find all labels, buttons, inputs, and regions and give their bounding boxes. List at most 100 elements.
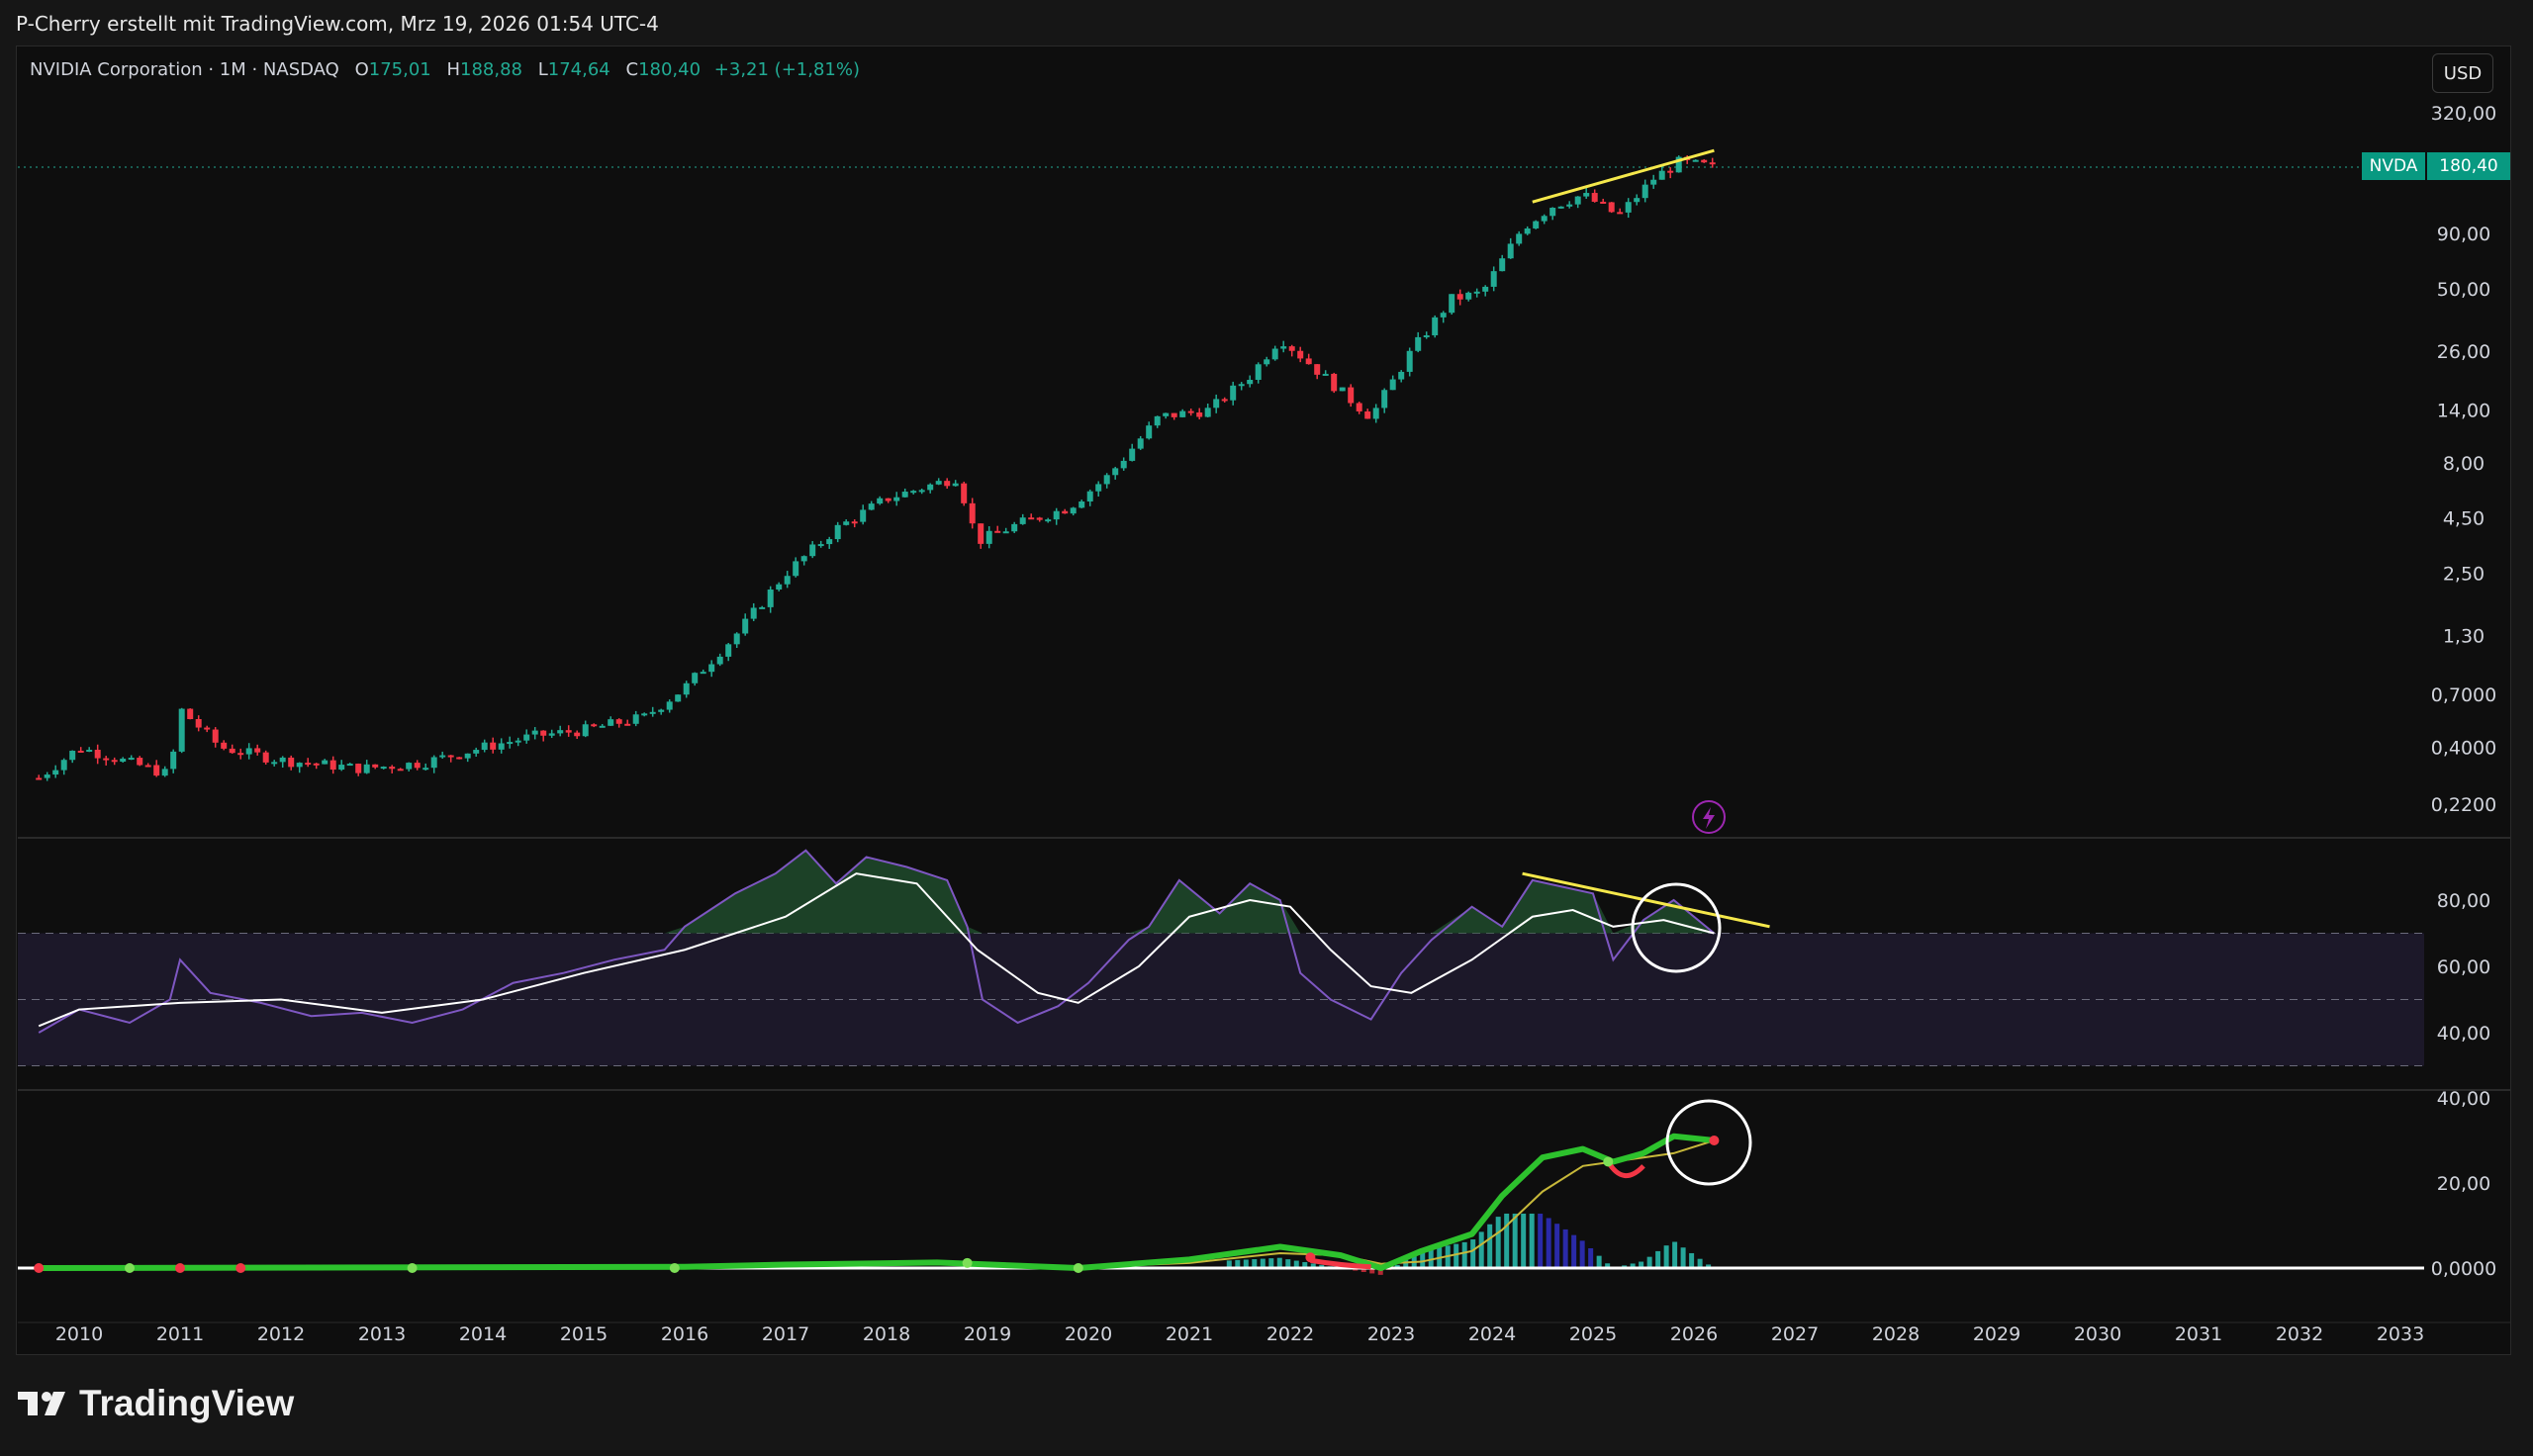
candle-body (195, 719, 202, 728)
macd-histogram-bar (1428, 1248, 1434, 1268)
candle-body (877, 498, 884, 504)
price-axis-tick: 0,2200 (2431, 794, 2496, 816)
macd-axis-tick: 0,0000 (2431, 1258, 2496, 1280)
candle-body (860, 509, 867, 522)
candle-body (1634, 198, 1641, 203)
candle-body (641, 713, 648, 716)
candle-body (1675, 156, 1682, 173)
candle-body (935, 481, 942, 485)
time-axis-tick: 2028 (1872, 1323, 1920, 1345)
tradingview-logo-text: TradingView (79, 1383, 295, 1423)
macd-histogram-bar (1697, 1258, 1703, 1268)
candle-body (313, 763, 320, 766)
candle-body (1271, 348, 1278, 360)
time-axis-tick: 2033 (2377, 1323, 2424, 1345)
candle-body (1213, 399, 1220, 409)
time-axis-tick: 2032 (2276, 1323, 2323, 1345)
candle-body (944, 481, 951, 487)
time-axis-tick: 2021 (1166, 1323, 1213, 1345)
candle-body (1583, 193, 1590, 197)
time-axis-tick: 2018 (863, 1323, 910, 1345)
rsi-trendline (1522, 871, 1770, 929)
candle-body (473, 750, 480, 754)
price-axis-tick: 4,50 (2443, 507, 2485, 529)
candle-body (574, 732, 581, 737)
macd-histogram-bar (1293, 1260, 1299, 1268)
candle-body (221, 742, 228, 749)
candle-body (776, 584, 783, 591)
price-axis-tick: 0,4000 (2431, 738, 2496, 760)
candle-body (1364, 410, 1371, 419)
macd-axis-tick: 20,00 (2437, 1173, 2490, 1195)
candle-body (1187, 410, 1194, 413)
ohlc-legend: NVIDIA Corporation · 1M · NASDAQ O175,01… (30, 59, 860, 80)
macd-cross-dot (175, 1263, 185, 1273)
candle-body (1348, 387, 1355, 404)
candle-body (1557, 206, 1564, 209)
candle-body (170, 751, 177, 770)
candle-body (843, 521, 850, 525)
time-axis-tick: 2026 (1670, 1323, 1718, 1345)
candle-body (733, 633, 740, 645)
candle-body (1137, 438, 1144, 449)
candle-body (683, 682, 690, 695)
alert-lightning-icon (1703, 807, 1715, 829)
candle-body (1288, 346, 1295, 351)
macd-histogram-bar (1521, 1213, 1527, 1268)
candle-body (464, 753, 471, 759)
candle-body (1465, 292, 1472, 300)
time-axis-tick: 2031 (2175, 1323, 2222, 1345)
candle-body (137, 758, 143, 766)
candle-body (1701, 159, 1708, 163)
time-axis-tick: 2022 (1266, 1323, 1314, 1345)
candle-body (985, 530, 992, 544)
candle-body (481, 742, 488, 751)
currency-button[interactable]: USD (2432, 53, 2493, 93)
candle-body (1658, 170, 1665, 180)
candle-body (507, 742, 514, 745)
candle-body (1617, 212, 1624, 215)
macd-histogram-bar (1394, 1264, 1400, 1268)
candle-body (1070, 507, 1077, 514)
candle-body (675, 694, 682, 702)
candle-body (44, 774, 50, 778)
candle-body (1331, 373, 1338, 392)
symbol-title[interactable]: NVIDIA Corporation · 1M · NASDAQ (30, 59, 339, 80)
candle-body (1264, 359, 1270, 365)
macd-histogram-bar (1243, 1259, 1249, 1268)
candle-body (1280, 346, 1287, 349)
candle-body (1507, 243, 1514, 259)
candle-body (1339, 387, 1346, 392)
candle-body (1011, 523, 1018, 532)
candle-body (77, 750, 84, 753)
candle-body (355, 764, 362, 774)
high-label: H (446, 59, 461, 80)
candle-body (1045, 519, 1052, 522)
candle-body (1456, 294, 1463, 300)
candle-body (1533, 221, 1540, 228)
candle-body (1423, 335, 1430, 338)
close-label: C (625, 59, 639, 80)
candle-body (1171, 412, 1177, 417)
candle-body (94, 749, 101, 759)
macd-histogram-bar (1663, 1245, 1669, 1268)
candle-body (868, 503, 875, 510)
alert-lightning-icon (1692, 800, 1726, 834)
candle-body (632, 714, 639, 724)
tradingview-logo[interactable]: TradingView (18, 1383, 294, 1424)
candle-body (994, 530, 1001, 533)
candle-body (1650, 179, 1657, 185)
candle-body (582, 724, 589, 737)
macd-histogram-bar (1276, 1257, 1282, 1268)
candle-body (1062, 510, 1069, 514)
candle-body (329, 760, 336, 771)
candle-body (1103, 475, 1110, 485)
candle-body (103, 758, 110, 761)
candle-body (531, 730, 538, 735)
candle-body (456, 757, 463, 760)
time-axis-tick: 2019 (964, 1323, 1011, 1345)
candle-body (624, 723, 631, 726)
macd-cross-dot (34, 1263, 45, 1273)
candle-body (1449, 294, 1455, 314)
macd-cross-dot (1709, 1136, 1720, 1145)
